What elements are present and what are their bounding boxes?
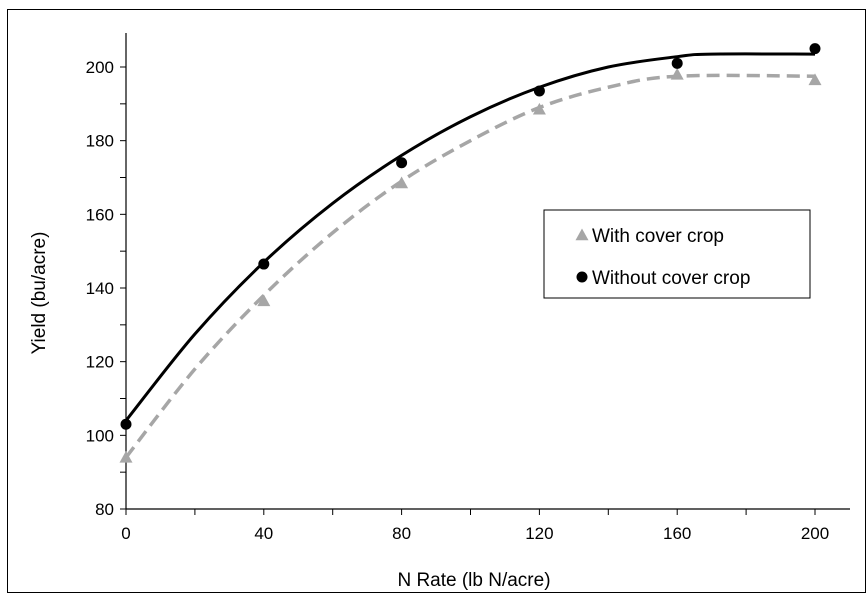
legend-marker bbox=[576, 271, 588, 283]
y-tick-label: 100 bbox=[86, 426, 114, 445]
series-without-cover-crop bbox=[120, 43, 821, 430]
x-tick-label: 0 bbox=[121, 524, 130, 543]
legend-label: With cover crop bbox=[592, 226, 724, 247]
series-layer bbox=[119, 43, 822, 463]
y-tick-label: 140 bbox=[86, 279, 114, 298]
data-point bbox=[258, 258, 270, 270]
y-axis-label: Yield (bu/acre) bbox=[29, 232, 50, 355]
fit-line bbox=[124, 52, 816, 422]
x-tick-label: 160 bbox=[663, 524, 691, 543]
data-point bbox=[671, 57, 683, 69]
x-axis-label: N Rate (lb N/acre) bbox=[397, 570, 550, 591]
data-point bbox=[809, 43, 821, 55]
legend-label: Without cover crop bbox=[592, 268, 750, 289]
legend-marker bbox=[575, 228, 589, 241]
legend: With cover crop Without cover crop bbox=[543, 209, 811, 299]
x-tick-label: 120 bbox=[525, 524, 553, 543]
data-point bbox=[670, 67, 684, 80]
x-tick-label: 80 bbox=[392, 524, 411, 543]
data-point bbox=[808, 73, 822, 86]
legend-box bbox=[543, 209, 811, 299]
y-tick-label: 200 bbox=[86, 58, 114, 77]
data-point bbox=[257, 294, 271, 307]
data-point bbox=[395, 176, 409, 189]
x-tick-label: 200 bbox=[801, 524, 829, 543]
y-tick-label: 180 bbox=[86, 132, 114, 151]
data-point bbox=[533, 85, 545, 97]
data-point bbox=[120, 418, 132, 430]
y-tick-label: 120 bbox=[86, 353, 114, 372]
fit-line bbox=[124, 73, 816, 459]
data-point bbox=[119, 450, 133, 463]
data-point bbox=[396, 157, 408, 169]
x-tick-label: 40 bbox=[254, 524, 273, 543]
data-point bbox=[532, 102, 546, 115]
series-with-cover-crop bbox=[119, 67, 822, 463]
chart-frame bbox=[7, 9, 866, 593]
y-tick-label: 160 bbox=[86, 205, 114, 224]
y-tick-label: 80 bbox=[95, 500, 114, 519]
